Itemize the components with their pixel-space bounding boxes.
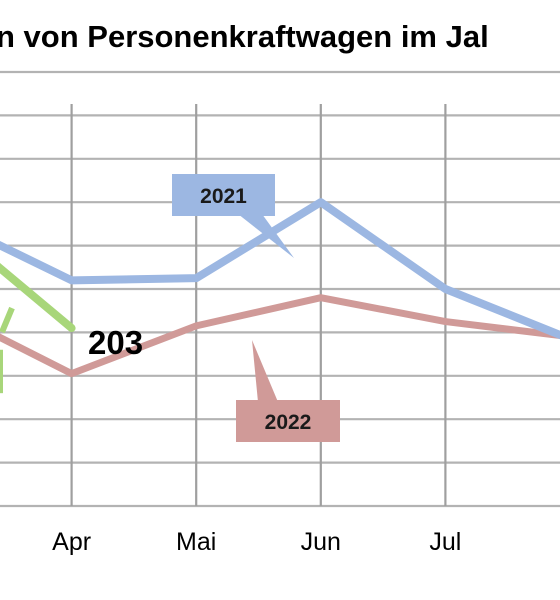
callout-2021: 2021 [172, 174, 294, 258]
x-tick-labels: AprMaiJunJulA [52, 528, 461, 556]
x-tick-label: Mai [176, 528, 216, 556]
series-line-unnamed [0, 262, 76, 333]
series-callouts: 2021 2022 [172, 174, 340, 442]
series-line-2022 [0, 294, 560, 378]
data-label-203: 203 [88, 324, 143, 361]
series-lines [0, 198, 560, 394]
x-tick-label: Apr [52, 528, 91, 556]
callout-2022-label: 2022 [265, 411, 312, 434]
chart-title: n von Personenkraftwagen im Jal [0, 19, 489, 54]
callout-2021-box [172, 174, 275, 216]
series-marker-stub [0, 306, 15, 334]
series-line-2021 [0, 198, 560, 340]
callout-2022-box [236, 400, 340, 442]
callout-2022: 2022 [236, 340, 340, 442]
x-tick-label: Jun [301, 528, 341, 556]
callout-2021-pointer [238, 214, 294, 258]
callout-2021-label: 2021 [200, 185, 247, 208]
x-tick-label: Jul [429, 528, 461, 556]
callout-2022-pointer [252, 340, 278, 402]
